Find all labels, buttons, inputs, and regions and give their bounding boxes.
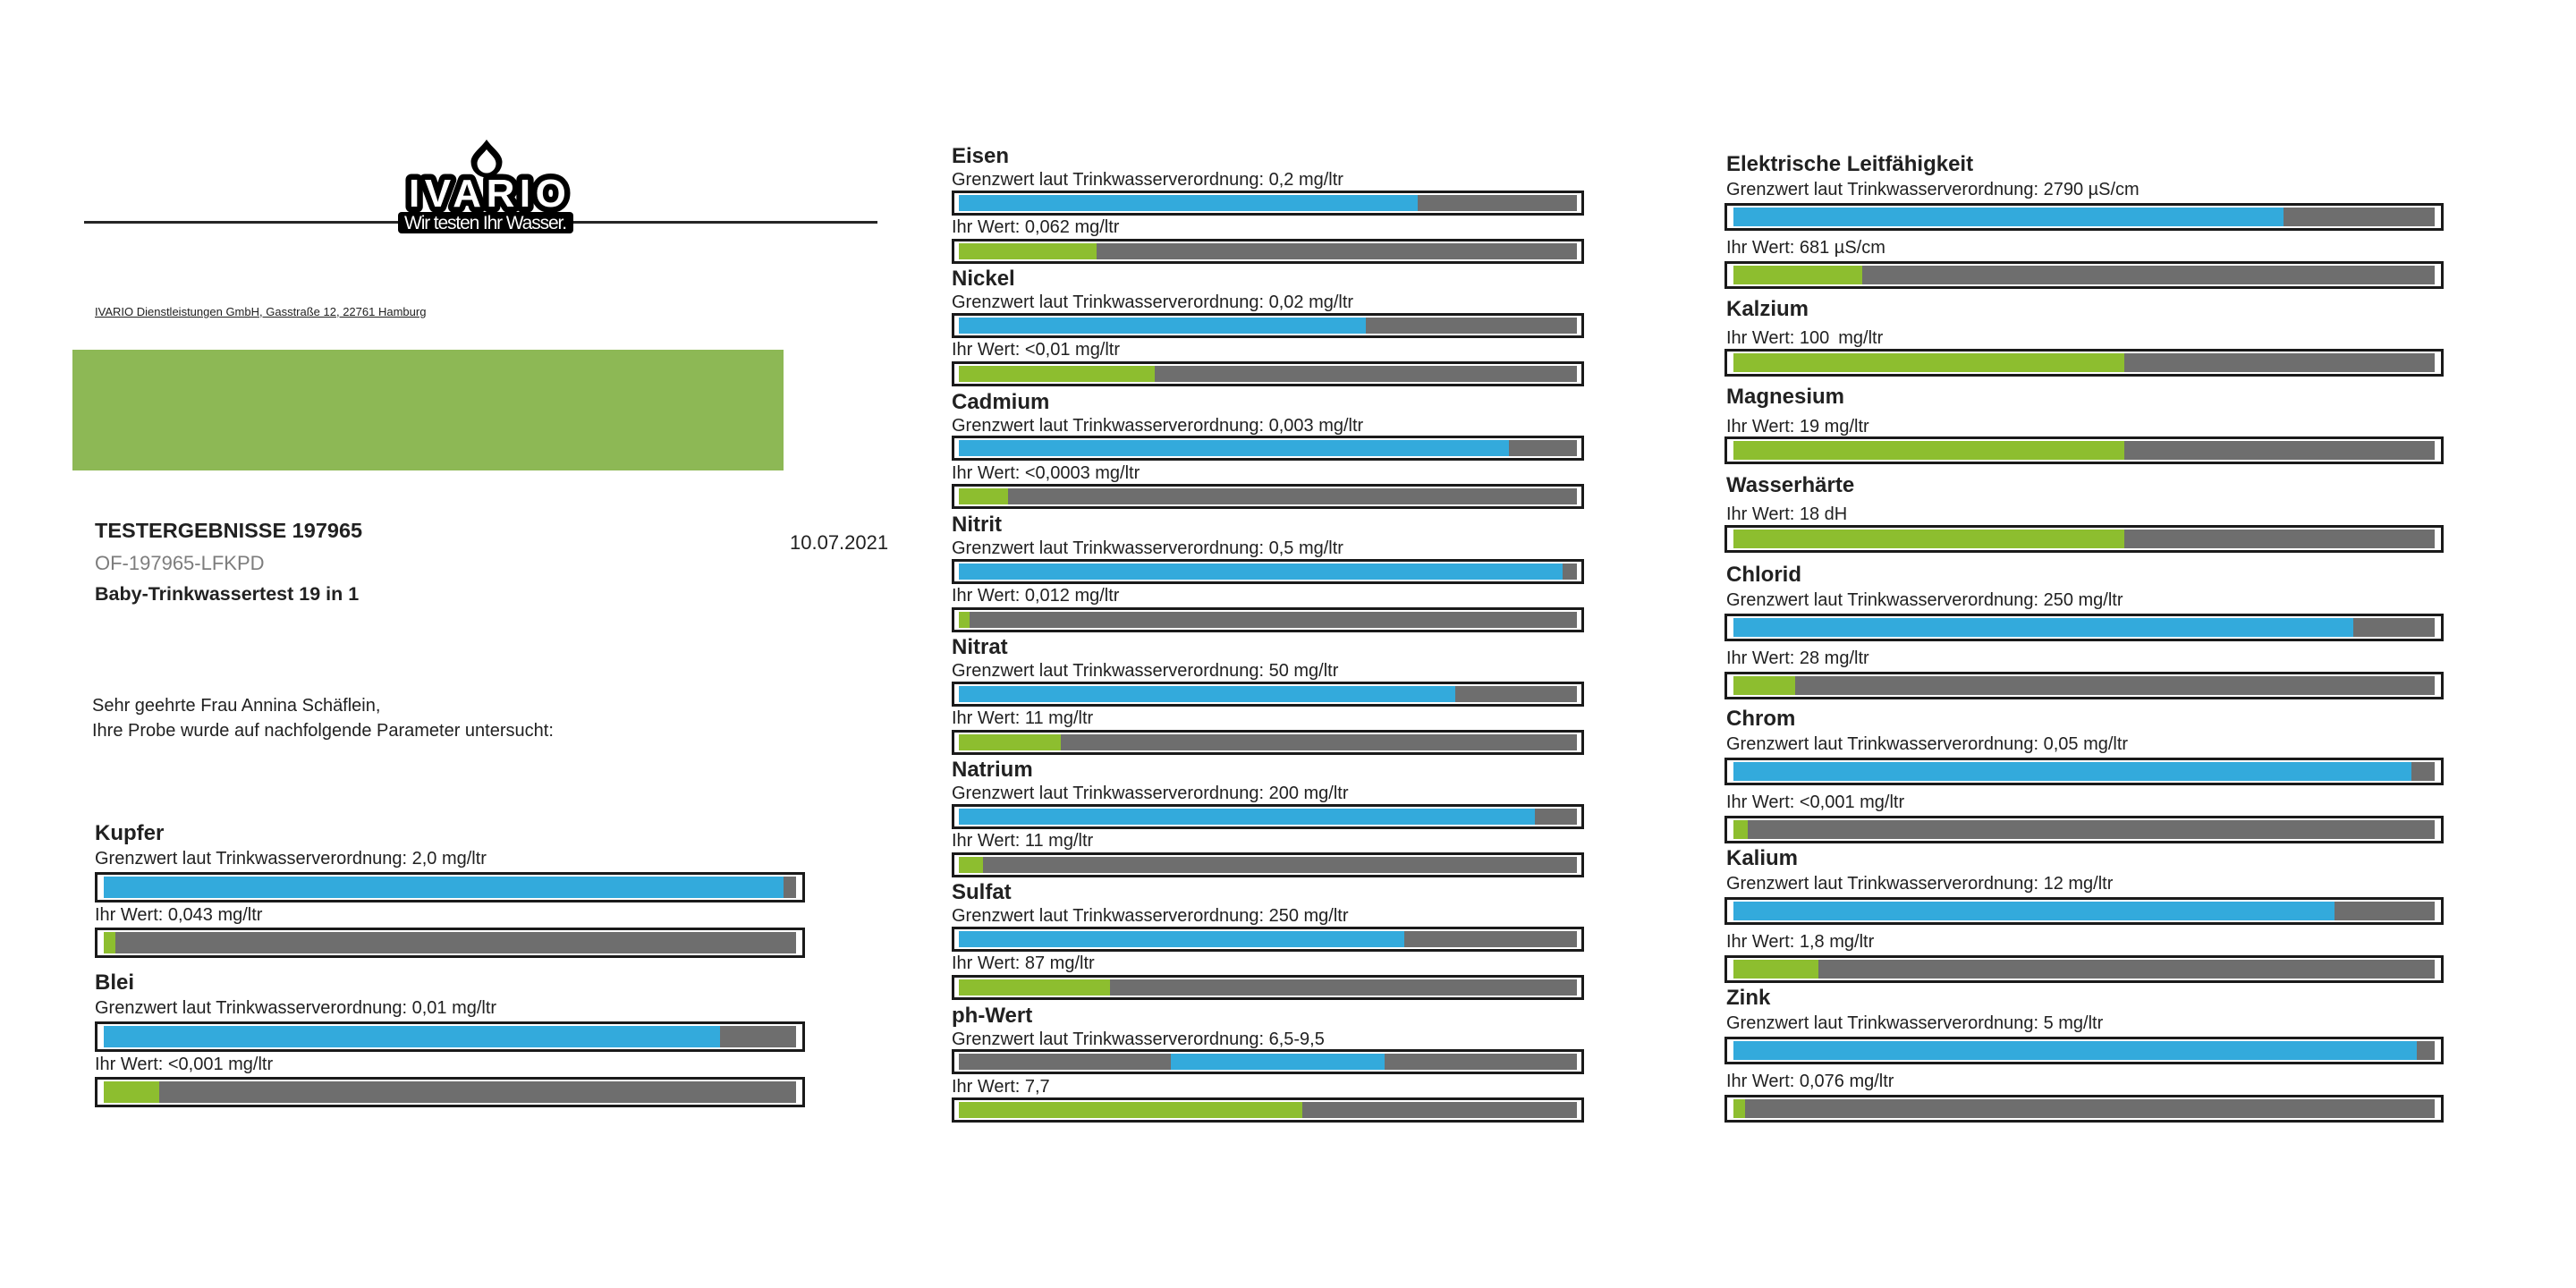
svg-text:IVARIO: IVARIO	[409, 172, 571, 216]
